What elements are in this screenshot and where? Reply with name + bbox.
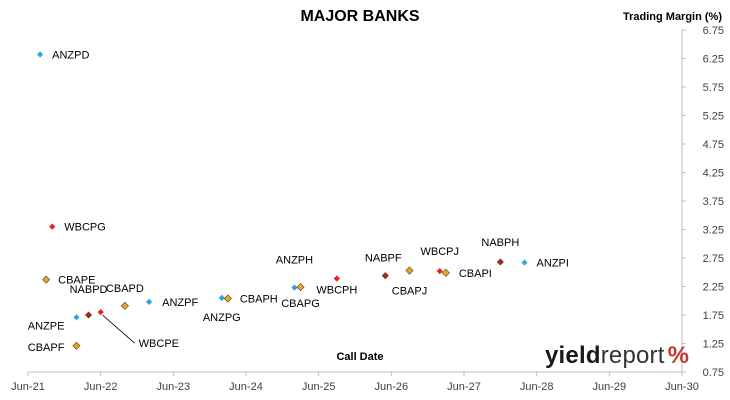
y-tick-label: 6.25 <box>703 54 724 66</box>
y-tick-label: 4.25 <box>703 168 724 180</box>
data-point-nabpd <box>85 311 93 319</box>
data-point-anzpe <box>73 314 80 321</box>
x-axis-title: Call Date <box>336 351 384 363</box>
y-tick-label: 6.75 <box>703 25 724 37</box>
data-label-anzpg: ANZPG <box>203 312 241 324</box>
data-point-cbape <box>42 275 51 284</box>
data-label-cbapi: CBAPI <box>459 268 492 280</box>
data-label-cbaph: CBAPH <box>240 293 278 305</box>
x-tick-label: Jun-23 <box>157 381 191 393</box>
data-label-anzpf: ANZPF <box>162 297 198 309</box>
y-tick-label: 0.75 <box>703 367 724 379</box>
y-tick-label: 3.25 <box>703 225 724 237</box>
data-point-cbaph <box>223 294 232 303</box>
x-tick-label: Jun-21 <box>11 381 45 393</box>
data-point-anzpd <box>37 51 44 58</box>
data-point-anzpf <box>146 298 153 305</box>
data-label-anzpd: ANZPD <box>52 50 89 62</box>
data-label-cbape: CBAPE <box>58 275 95 287</box>
logo-word-report: report <box>600 342 665 369</box>
logo-word-yield: yield <box>545 342 601 369</box>
x-tick-label: Jun-24 <box>229 381 263 393</box>
x-tick-label: Jun-30 <box>665 381 699 393</box>
data-label-nabpf: NABPF <box>365 253 402 265</box>
x-tick-label: Jun-27 <box>447 381 481 393</box>
y-tick-label: 5.25 <box>703 111 724 123</box>
data-point-cbapf <box>72 341 81 350</box>
chart-title: MAJOR BANKS <box>300 8 420 25</box>
y-tick-label: 5.75 <box>703 82 724 94</box>
data-point-wbcpg <box>49 223 56 230</box>
y-tick-label: 2.25 <box>703 282 724 294</box>
data-point-wbcpe <box>97 309 104 316</box>
x-tick-label: Jun-28 <box>520 381 554 393</box>
data-point-cbapj <box>405 266 414 275</box>
data-point-anzpg <box>218 294 225 301</box>
data-label-cbapd: CBAPD <box>106 283 144 295</box>
data-label-wbcpe: WBCPE <box>139 338 179 350</box>
data-point-cbapg <box>296 283 305 292</box>
y-tick-label: 4.75 <box>703 139 724 151</box>
logo-percent-icon: % <box>667 342 690 369</box>
data-point-nabph <box>496 258 504 266</box>
data-label-anzph: ANZPH <box>276 255 313 267</box>
leader-line-wbcpe <box>102 314 135 344</box>
x-tick-label: Jun-25 <box>302 381 336 393</box>
data-point-wbcph <box>333 275 340 282</box>
data-label-anzpe: ANZPE <box>28 320 65 332</box>
data-label-cbapj: CBAPJ <box>392 286 427 298</box>
data-label-nabpd: NABPD <box>70 284 108 296</box>
x-tick-label: Jun-29 <box>593 381 627 393</box>
data-point-cbapd <box>120 301 129 310</box>
data-label-nabph: NABPH <box>481 237 519 249</box>
yieldreport-logo: yieldreport% <box>545 342 689 370</box>
y-tick-label: 2.75 <box>703 253 724 265</box>
y-axis-title: Trading Margin (%) <box>623 11 722 23</box>
data-point-nabpf <box>381 272 389 280</box>
data-label-cbapf: CBAPF <box>28 342 65 354</box>
x-tick-label: Jun-26 <box>375 381 409 393</box>
y-tick-label: 1.75 <box>703 310 724 322</box>
data-point-wbcpj <box>436 268 443 275</box>
data-label-wbcpj: WBCPJ <box>421 246 460 258</box>
data-point-anzpi <box>521 259 528 266</box>
data-label-cbapg: CBAPG <box>281 298 320 310</box>
data-label-wbcpg: WBCPG <box>64 222 106 234</box>
y-tick-label: 3.75 <box>703 196 724 208</box>
y-tick-label: 1.25 <box>703 339 724 351</box>
data-point-cbapi <box>441 268 450 277</box>
data-label-wbcph: WBCPH <box>316 285 357 297</box>
data-point-anzph <box>291 284 298 291</box>
data-label-anzpi: ANZPI <box>537 258 569 270</box>
x-tick-label: Jun-22 <box>84 381 118 393</box>
